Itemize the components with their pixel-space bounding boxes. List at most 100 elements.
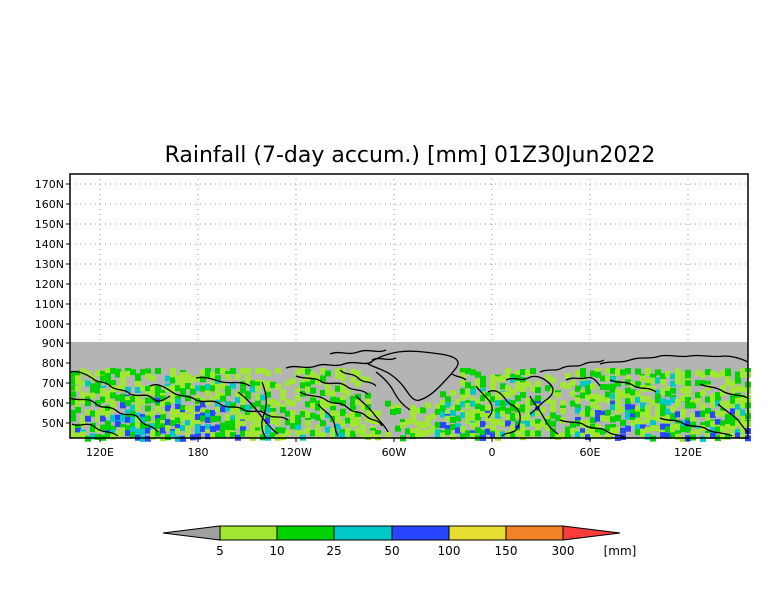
rain-cell: [670, 415, 676, 422]
rain-cell: [260, 405, 266, 412]
rain-cell: [605, 391, 611, 398]
rain-cell: [285, 399, 291, 406]
rain-cell: [145, 397, 151, 404]
rain-cell: [655, 389, 661, 396]
rain-cell: [125, 425, 131, 432]
rain-cell: [555, 392, 561, 399]
rain-cell: [385, 431, 391, 438]
rain-cell: [160, 414, 166, 421]
rain-cell: [240, 430, 246, 437]
rain-cell: [630, 409, 636, 416]
rain-cell: [315, 404, 321, 411]
rain-cell: [230, 402, 236, 409]
rain-cell: [245, 414, 251, 421]
rain-cell: [730, 387, 736, 394]
rain-cell: [300, 382, 306, 389]
rain-cell: [495, 394, 501, 401]
coastlines: [69, 349, 749, 439]
rain-cell: [330, 390, 336, 397]
rain-cell: [135, 387, 141, 394]
rain-cell: [560, 382, 566, 389]
rain-cell: [275, 368, 281, 374]
rain-cell: [205, 409, 211, 416]
rain-cell: [320, 375, 326, 382]
rain-cell: [295, 387, 301, 394]
colorbar-label: 25: [326, 544, 341, 558]
rain-cell: [535, 430, 541, 437]
rain-cell: [730, 408, 736, 415]
rain-cell: [210, 425, 216, 432]
rain-cell: [260, 394, 266, 401]
rain-cell: [350, 430, 356, 437]
rain-cell: [625, 379, 631, 386]
rain-cell: [660, 423, 666, 430]
rain-cell: [270, 398, 276, 405]
rain-cell: [140, 416, 146, 423]
rain-cell: [335, 397, 341, 404]
rain-cell: [650, 416, 656, 423]
rain-cell: [225, 401, 231, 408]
rain-cell: [125, 416, 131, 423]
rain-cell: [590, 423, 596, 430]
rain-cell: [480, 405, 486, 412]
rain-cell: [455, 404, 461, 411]
rain-cell: [590, 417, 596, 424]
rain-cell: [270, 432, 276, 439]
rain-cell: [500, 400, 506, 407]
rain-cell: [320, 403, 326, 410]
rain-cell: [325, 389, 331, 396]
rain-cell: [715, 419, 721, 426]
rain-cell: [270, 381, 276, 388]
rain-cell: [490, 377, 496, 384]
rain-cell: [145, 405, 151, 412]
rain-cell: [690, 421, 696, 428]
rain-cell: [565, 431, 571, 438]
rain-cell: [225, 405, 231, 412]
rain-cell: [705, 432, 711, 439]
rain-cell: [585, 410, 591, 417]
rain-cell: [625, 413, 631, 420]
rain-cell: [215, 383, 221, 390]
rain-cell: [640, 395, 646, 402]
rain-cell: [170, 408, 176, 415]
rain-cell: [160, 420, 166, 427]
rain-cell: [305, 420, 311, 427]
rain-cell: [520, 382, 526, 389]
rain-cell: [570, 390, 576, 397]
rain-cell: [75, 406, 81, 413]
rain-cell: [315, 414, 321, 421]
colorbar-units: [mm]: [604, 544, 637, 558]
rain-cell: [725, 368, 731, 375]
rain-cell: [170, 416, 176, 423]
rain-cell: [340, 420, 346, 427]
rain-cell: [705, 415, 711, 422]
rain-cell: [610, 400, 616, 407]
rain-cell: [585, 390, 591, 397]
rain-cell: [355, 416, 361, 423]
rain-cell: [475, 427, 481, 434]
rain-cell: [320, 432, 326, 439]
rain-cell: [165, 419, 171, 426]
lat-gridlines: [70, 183, 748, 325]
rain-cell: [675, 433, 681, 440]
rain-cell: [150, 385, 156, 392]
rain-cell: [345, 414, 351, 421]
rain-cell: [595, 428, 601, 435]
map-title: Rainfall (7-day accum.) [mm] 01Z30Jun202…: [165, 143, 656, 168]
rain-cell: [645, 412, 651, 419]
rain-cell: [210, 416, 216, 423]
rain-cell: [550, 420, 556, 427]
rain-cell: [220, 426, 226, 433]
rain-cell: [470, 414, 476, 421]
rain-cell: [725, 414, 731, 421]
colorbar-bin: [448, 525, 507, 541]
rain-cell: [470, 396, 476, 403]
rain-cell: [565, 383, 571, 390]
rain-cell: [645, 407, 651, 414]
rain-cell: [465, 402, 471, 409]
rain-cell: [150, 410, 156, 417]
rain-cell: [195, 420, 201, 427]
rain-cell: [495, 390, 501, 397]
rain-cell: [695, 428, 701, 435]
rain-cell: [235, 407, 241, 414]
